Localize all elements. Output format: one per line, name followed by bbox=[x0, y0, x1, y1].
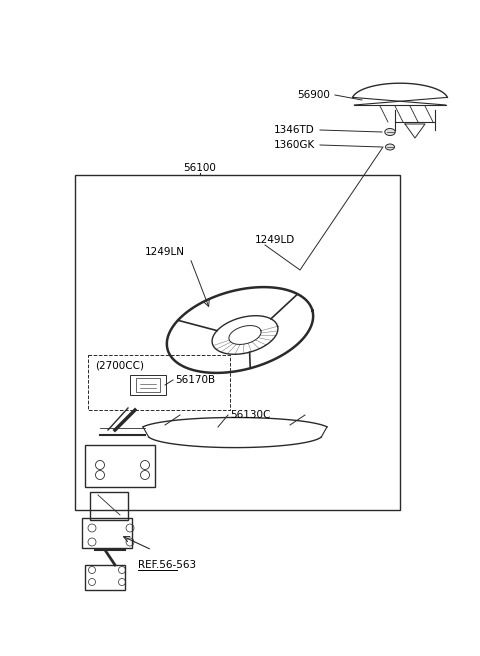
Bar bbox=[136, 378, 160, 392]
Bar bbox=[90, 492, 128, 520]
Bar bbox=[75, 175, 400, 510]
Text: 1249LD: 1249LD bbox=[255, 235, 295, 245]
Text: 56130C: 56130C bbox=[230, 410, 270, 420]
Bar bbox=[82, 518, 132, 548]
Bar bbox=[85, 445, 155, 487]
Text: 56100: 56100 bbox=[183, 163, 216, 173]
Text: 56170B: 56170B bbox=[175, 375, 215, 385]
Bar bbox=[130, 375, 166, 395]
Bar bbox=[85, 565, 125, 590]
Text: 1346TD: 1346TD bbox=[274, 125, 315, 135]
Text: 1249LN: 1249LN bbox=[145, 247, 185, 257]
Text: REF.56-563: REF.56-563 bbox=[138, 560, 196, 570]
Bar bbox=[88, 355, 230, 410]
Ellipse shape bbox=[385, 144, 395, 150]
Text: (2700CC): (2700CC) bbox=[95, 360, 144, 370]
Text: 56900: 56900 bbox=[297, 90, 330, 100]
Text: 1360GK: 1360GK bbox=[274, 140, 315, 150]
Ellipse shape bbox=[385, 129, 395, 136]
